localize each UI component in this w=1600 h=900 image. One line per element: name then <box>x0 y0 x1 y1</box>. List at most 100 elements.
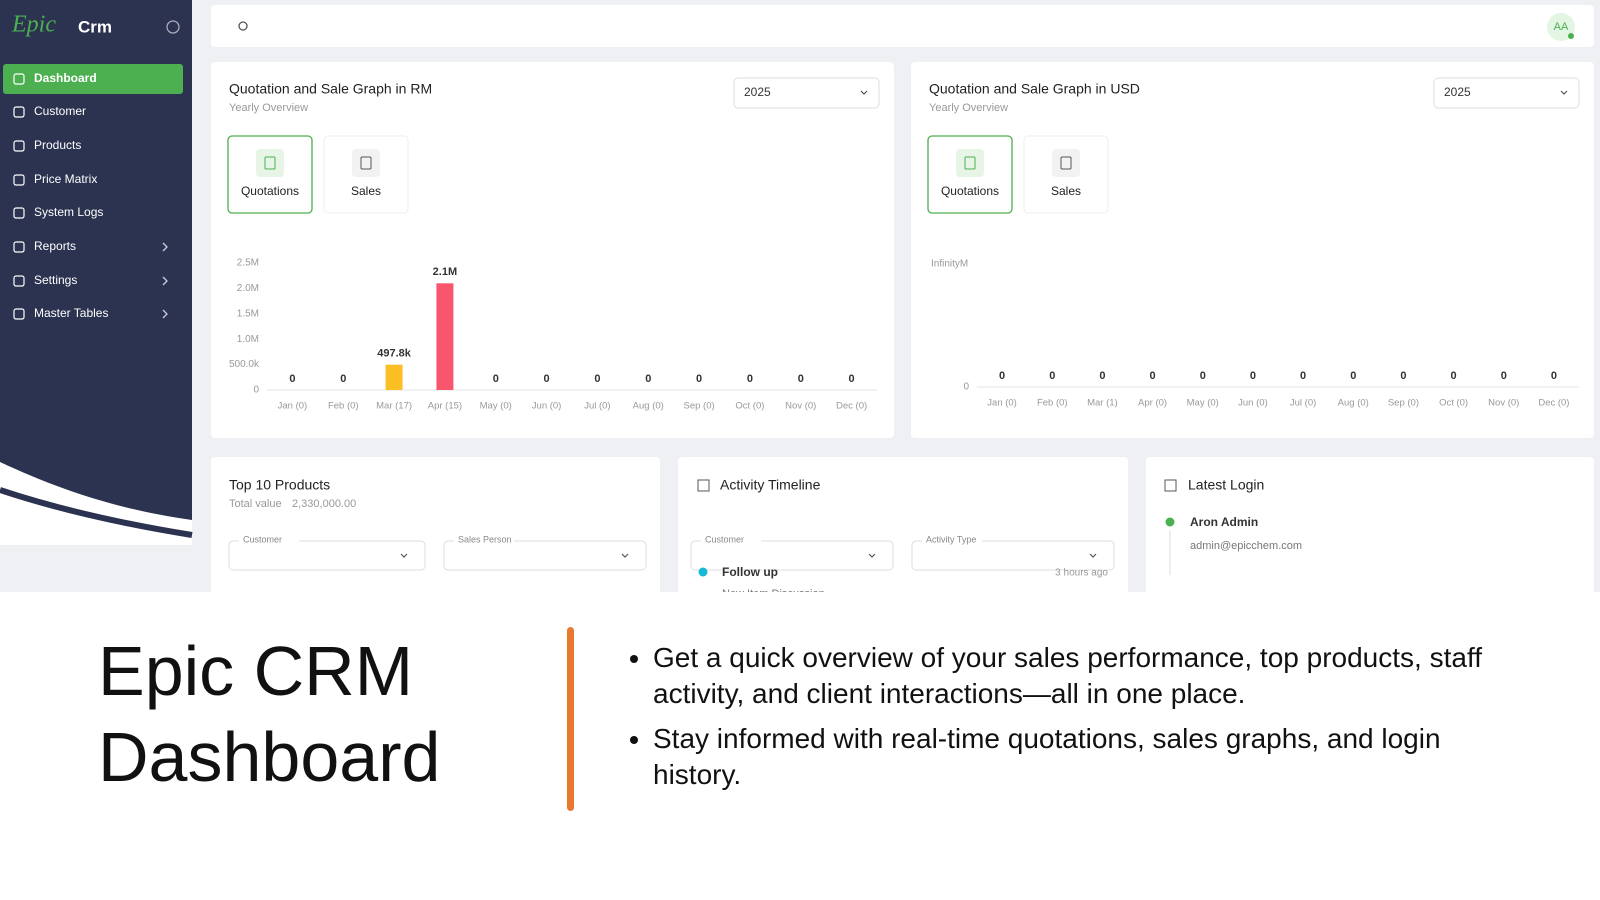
avatar-text: AA <box>1554 21 1569 33</box>
menu-item[interactable]: Reports <box>34 239 76 253</box>
value-label: 0 <box>340 373 346 385</box>
x-tick-label: Mar (17) <box>376 401 412 412</box>
value-label: 497.8k <box>377 348 412 360</box>
x-tick-label: Dec (0) <box>836 401 867 412</box>
x-tick-label: May (0) <box>480 401 512 412</box>
panel-title: Activity Timeline <box>720 477 821 493</box>
bullet: Get a quick overview of your sales perfo… <box>653 640 1533 712</box>
collapse-icon[interactable] <box>166 20 180 34</box>
select-field[interactable] <box>911 540 1115 571</box>
value-label: 0 <box>1200 370 1206 382</box>
field-label-bg <box>454 535 514 545</box>
menu-icon <box>13 275 25 287</box>
x-tick-label: Apr (0) <box>1138 398 1167 409</box>
chevron <box>868 553 876 558</box>
theme-icon[interactable] <box>238 21 248 31</box>
value-label: 0 <box>999 370 1005 382</box>
value-label: 0 <box>798 373 804 385</box>
menu-item[interactable]: Settings <box>34 273 77 287</box>
menu-item[interactable]: Products <box>34 138 81 152</box>
x-tick-label: Sep (0) <box>1388 398 1419 409</box>
field-label-bg <box>701 535 761 545</box>
field-label-bg <box>922 535 982 545</box>
chevron <box>1089 553 1097 558</box>
panel-title: Quotation and Sale Graph in USD <box>929 81 1140 97</box>
value-label: 0 <box>1300 370 1306 382</box>
panel-subtitle: Yearly Overview <box>229 102 308 114</box>
panel-subtitle: Yearly Overview <box>929 102 1008 114</box>
chevron <box>1560 90 1568 95</box>
x-tick-label: Nov (0) <box>785 401 816 412</box>
tab-icon <box>1060 156 1072 170</box>
value-label: 0 <box>594 373 600 385</box>
value-label: 0 <box>1551 370 1557 382</box>
y-tick-label: 2.5M <box>237 258 259 269</box>
menu-icon <box>13 73 25 85</box>
login-name: Aron Admin <box>1190 515 1258 529</box>
bullet: Stay informed with real-time quotations,… <box>653 721 1533 793</box>
x-tick-label: Apr (15) <box>428 401 462 412</box>
value-label: 0 <box>544 373 550 385</box>
x-tick-label: Dec (0) <box>1538 398 1569 409</box>
online-dot <box>1165 517 1175 527</box>
x-tick-label: Feb (0) <box>328 401 359 412</box>
bar <box>385 364 403 390</box>
field-label: Customer <box>243 534 282 544</box>
value-label: 0 <box>289 373 295 385</box>
value-label: 2.1M <box>433 266 457 278</box>
menu-icon <box>13 174 25 186</box>
brand-product: Crm <box>78 17 112 36</box>
value-label: 0 <box>1400 370 1406 382</box>
brand: Epic <box>11 12 56 38</box>
menu-icon <box>13 241 25 253</box>
value-label: 0 <box>1350 370 1356 382</box>
x-tick-label: Aug (0) <box>633 401 664 412</box>
avatar[interactable] <box>1547 13 1575 41</box>
login-email: admin@epicchem.com <box>1190 540 1302 552</box>
year-select[interactable] <box>1433 77 1580 109</box>
tab-label: Sales <box>351 184 381 198</box>
field-label: Activity Type <box>926 534 976 544</box>
field-label: Customer <box>705 534 744 544</box>
total-value: 2,330,000.00 <box>292 498 356 510</box>
x-tick-label: Mar (1) <box>1087 398 1118 409</box>
latest-login-panel <box>1146 457 1594 617</box>
swoosh-line <box>0 487 193 538</box>
value-label: 0 <box>493 373 499 385</box>
chevron <box>162 309 168 319</box>
value-label: 0 <box>1099 370 1105 382</box>
list-icon <box>697 479 710 492</box>
menu-item[interactable]: System Logs <box>34 205 103 219</box>
value-label: 0 <box>1049 370 1055 382</box>
x-tick-label: Oct (0) <box>1439 398 1468 409</box>
tab-icon <box>964 156 976 170</box>
menu-item[interactable]: Dashboard <box>34 71 97 85</box>
menu-icon <box>13 308 25 320</box>
year-select[interactable] <box>733 77 880 109</box>
panel-title: Top 10 Products <box>229 477 330 493</box>
menu-icon <box>13 207 25 219</box>
tab-icon <box>360 156 372 170</box>
menu-icon <box>13 140 25 152</box>
y-tick-label: 0 <box>963 382 969 393</box>
y-tick-label: 1.0M <box>237 334 259 345</box>
x-tick-label: Feb (0) <box>1037 398 1068 409</box>
y-tick-label: 2.0M <box>237 283 259 294</box>
select-field[interactable] <box>443 540 647 571</box>
value-label: 0 <box>1250 370 1256 382</box>
slide-title: Epic CRM Dashboard <box>98 632 441 796</box>
year-value: 2025 <box>744 85 771 99</box>
tab-icon-bg <box>1052 149 1080 177</box>
menu-item[interactable]: Customer <box>34 104 86 118</box>
online-dot <box>1568 33 1574 39</box>
chevron <box>621 553 629 558</box>
menu-item[interactable]: Price Matrix <box>34 172 97 186</box>
chevron <box>162 242 168 252</box>
x-tick-label: Jul (0) <box>584 401 610 412</box>
tab-label: Quotations <box>941 184 999 198</box>
select-field[interactable] <box>690 540 894 571</box>
bar <box>436 283 454 390</box>
select-field[interactable] <box>228 540 426 571</box>
menu-item[interactable]: Master Tables <box>34 306 108 320</box>
